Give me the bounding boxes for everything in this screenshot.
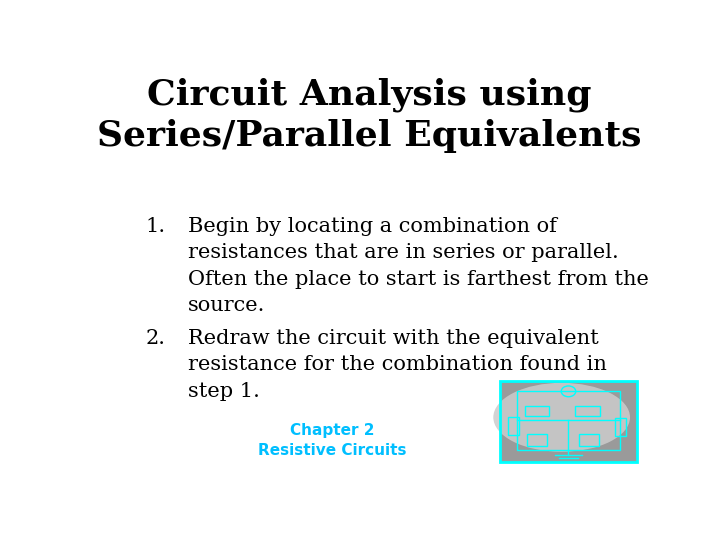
- Text: Circuit Analysis using
Series/Parallel Equivalents: Circuit Analysis using Series/Parallel E…: [96, 77, 642, 152]
- Text: 2.: 2.: [145, 329, 166, 348]
- Text: Redraw the circuit with the equivalent
resistance for the combination found in
s: Redraw the circuit with the equivalent r…: [188, 329, 606, 401]
- Ellipse shape: [493, 383, 630, 452]
- Text: 1.: 1.: [145, 217, 166, 235]
- Text: Begin by locating a combination of
resistances that are in series or parallel.
O: Begin by locating a combination of resis…: [188, 217, 649, 315]
- FancyBboxPatch shape: [500, 381, 637, 462]
- Text: Chapter 2
Resistive Circuits: Chapter 2 Resistive Circuits: [258, 423, 407, 458]
